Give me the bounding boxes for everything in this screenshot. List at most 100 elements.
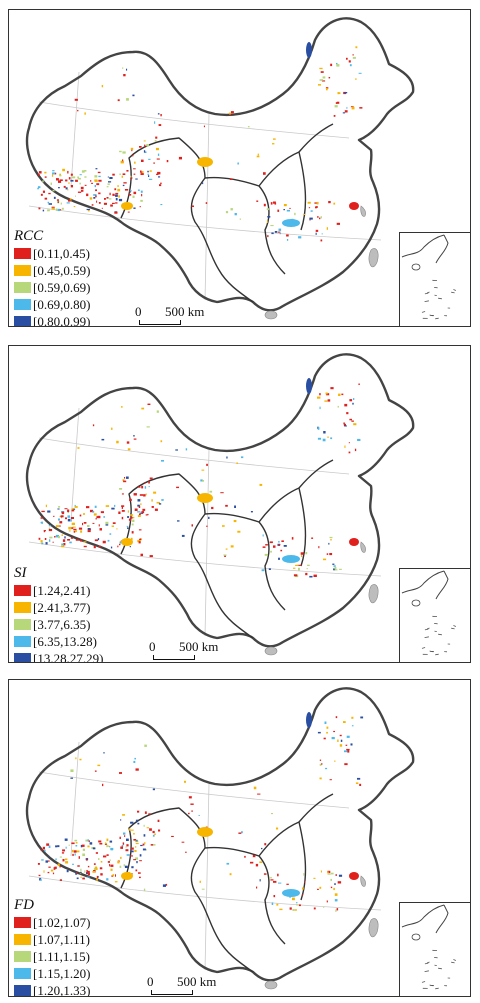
lake-point xyxy=(107,176,109,178)
lake-point xyxy=(141,407,145,410)
lake-point xyxy=(140,170,142,173)
lake-point xyxy=(330,878,332,881)
large-lake xyxy=(121,202,133,210)
lake-point xyxy=(112,173,115,176)
lake-point xyxy=(89,842,93,845)
lake-point xyxy=(80,186,84,190)
lake-point xyxy=(66,869,69,873)
lake-point xyxy=(144,842,146,845)
lake-point xyxy=(94,185,96,188)
legend-title: FD xyxy=(14,897,34,913)
lake-point xyxy=(122,842,125,845)
lake-point xyxy=(120,846,123,849)
lake-point xyxy=(133,173,136,175)
lake-point xyxy=(334,893,338,896)
lake-point xyxy=(69,529,71,532)
large-lake xyxy=(282,219,300,227)
lake-point xyxy=(126,476,129,479)
lake-point xyxy=(335,874,337,876)
lake-point xyxy=(184,780,186,783)
lake-point xyxy=(115,202,118,204)
lake-point xyxy=(59,209,62,211)
inset-island xyxy=(451,291,455,294)
lake-point xyxy=(62,539,66,542)
lake-point xyxy=(40,540,43,543)
lake-point xyxy=(139,854,142,857)
lake-point xyxy=(92,424,95,427)
lake-point xyxy=(105,521,109,525)
lake-point xyxy=(343,92,348,94)
lake-point xyxy=(273,201,276,204)
lake-point xyxy=(109,177,113,179)
lake-point xyxy=(122,173,126,175)
lake-point xyxy=(133,859,136,861)
lake-point xyxy=(283,209,285,211)
lake-point xyxy=(333,887,335,891)
lake-point xyxy=(77,176,79,179)
lake-point xyxy=(71,522,75,525)
lake-point xyxy=(126,170,129,172)
lake-point xyxy=(98,524,100,527)
lake-point xyxy=(121,406,123,408)
lake-point xyxy=(74,853,76,856)
lake-point xyxy=(160,204,163,206)
lake-points xyxy=(37,42,363,242)
lake-point xyxy=(97,515,101,519)
lake-point xyxy=(112,202,115,204)
lake-point xyxy=(126,441,130,444)
lake-point xyxy=(59,173,61,176)
legend-item: [1.24,2.41) xyxy=(14,582,103,599)
lake-point xyxy=(87,872,90,876)
lake-point xyxy=(54,172,57,175)
lake-point xyxy=(148,158,151,160)
lake-point xyxy=(327,873,331,875)
lake-point xyxy=(48,855,50,857)
lake-point xyxy=(119,488,123,490)
lake-point xyxy=(146,144,149,147)
lake-point xyxy=(107,539,110,542)
lake-point xyxy=(279,908,283,911)
lake-point xyxy=(48,527,51,529)
lake-point xyxy=(322,438,326,442)
lake-point xyxy=(84,170,87,172)
lake-point xyxy=(47,209,50,212)
lake-point xyxy=(67,515,71,518)
inset-island xyxy=(421,311,426,313)
lake-point xyxy=(344,750,348,753)
lake-point xyxy=(126,98,129,101)
lake-point xyxy=(114,211,118,214)
lake-point xyxy=(105,524,109,526)
lake-point xyxy=(157,153,160,156)
swatch-class-5 xyxy=(14,653,31,662)
lake-point xyxy=(320,71,324,73)
lake-point xyxy=(91,182,93,184)
lake-point xyxy=(340,739,343,742)
lake-point xyxy=(47,510,51,513)
lake-point xyxy=(230,545,234,548)
lake-point xyxy=(145,493,147,496)
lake-point xyxy=(153,491,157,494)
lake-point xyxy=(300,552,304,555)
lake-point xyxy=(110,864,114,867)
lake-point xyxy=(318,84,321,86)
lake-point xyxy=(298,904,301,907)
lake-point xyxy=(256,886,258,889)
legend-item: [1.07,1.11) xyxy=(14,931,90,948)
lake-point xyxy=(121,505,125,507)
lake-point xyxy=(83,513,85,515)
lake-point xyxy=(130,855,133,857)
lake-point xyxy=(127,516,130,518)
lake-point xyxy=(133,168,136,170)
lake-point xyxy=(59,856,62,858)
swatch-class-4 xyxy=(14,299,31,310)
lake-point xyxy=(79,182,81,185)
large-lake xyxy=(349,872,359,880)
lake-point xyxy=(337,92,339,95)
lake-point xyxy=(44,176,47,178)
lake-point xyxy=(144,811,147,814)
lake-point xyxy=(117,188,121,192)
lake-point xyxy=(53,867,56,870)
lake-point xyxy=(57,208,60,212)
lake-point xyxy=(107,861,110,863)
lake-point xyxy=(165,883,168,886)
